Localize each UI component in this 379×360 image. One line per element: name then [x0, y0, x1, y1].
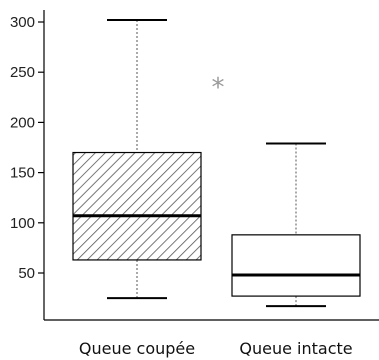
- box-queue-coupee: Queue coupée: [72, 18, 202, 358]
- iqr-box-queue-intacte: [231, 234, 361, 297]
- y-tick-label-100: 100: [10, 215, 35, 232]
- category-label-queue-intacte: Queue intacte: [239, 339, 352, 358]
- significance-star: *: [212, 73, 225, 103]
- boxes: Queue coupée Queue intacte: [72, 18, 361, 358]
- y-tick-label-300: 300: [10, 14, 35, 31]
- y-tick-label-50: 50: [18, 265, 35, 282]
- axes: 50 100 150 200 250 300: [10, 10, 379, 321]
- y-tick-label-250: 250: [10, 64, 35, 81]
- category-label-queue-coupee: Queue coupée: [79, 339, 195, 358]
- box-queue-intacte: Queue intacte: [231, 142, 361, 358]
- iqr-box-queue-coupee: [72, 151, 202, 261]
- y-tick-label-150: 150: [10, 165, 35, 182]
- y-tick-label-200: 200: [10, 114, 35, 131]
